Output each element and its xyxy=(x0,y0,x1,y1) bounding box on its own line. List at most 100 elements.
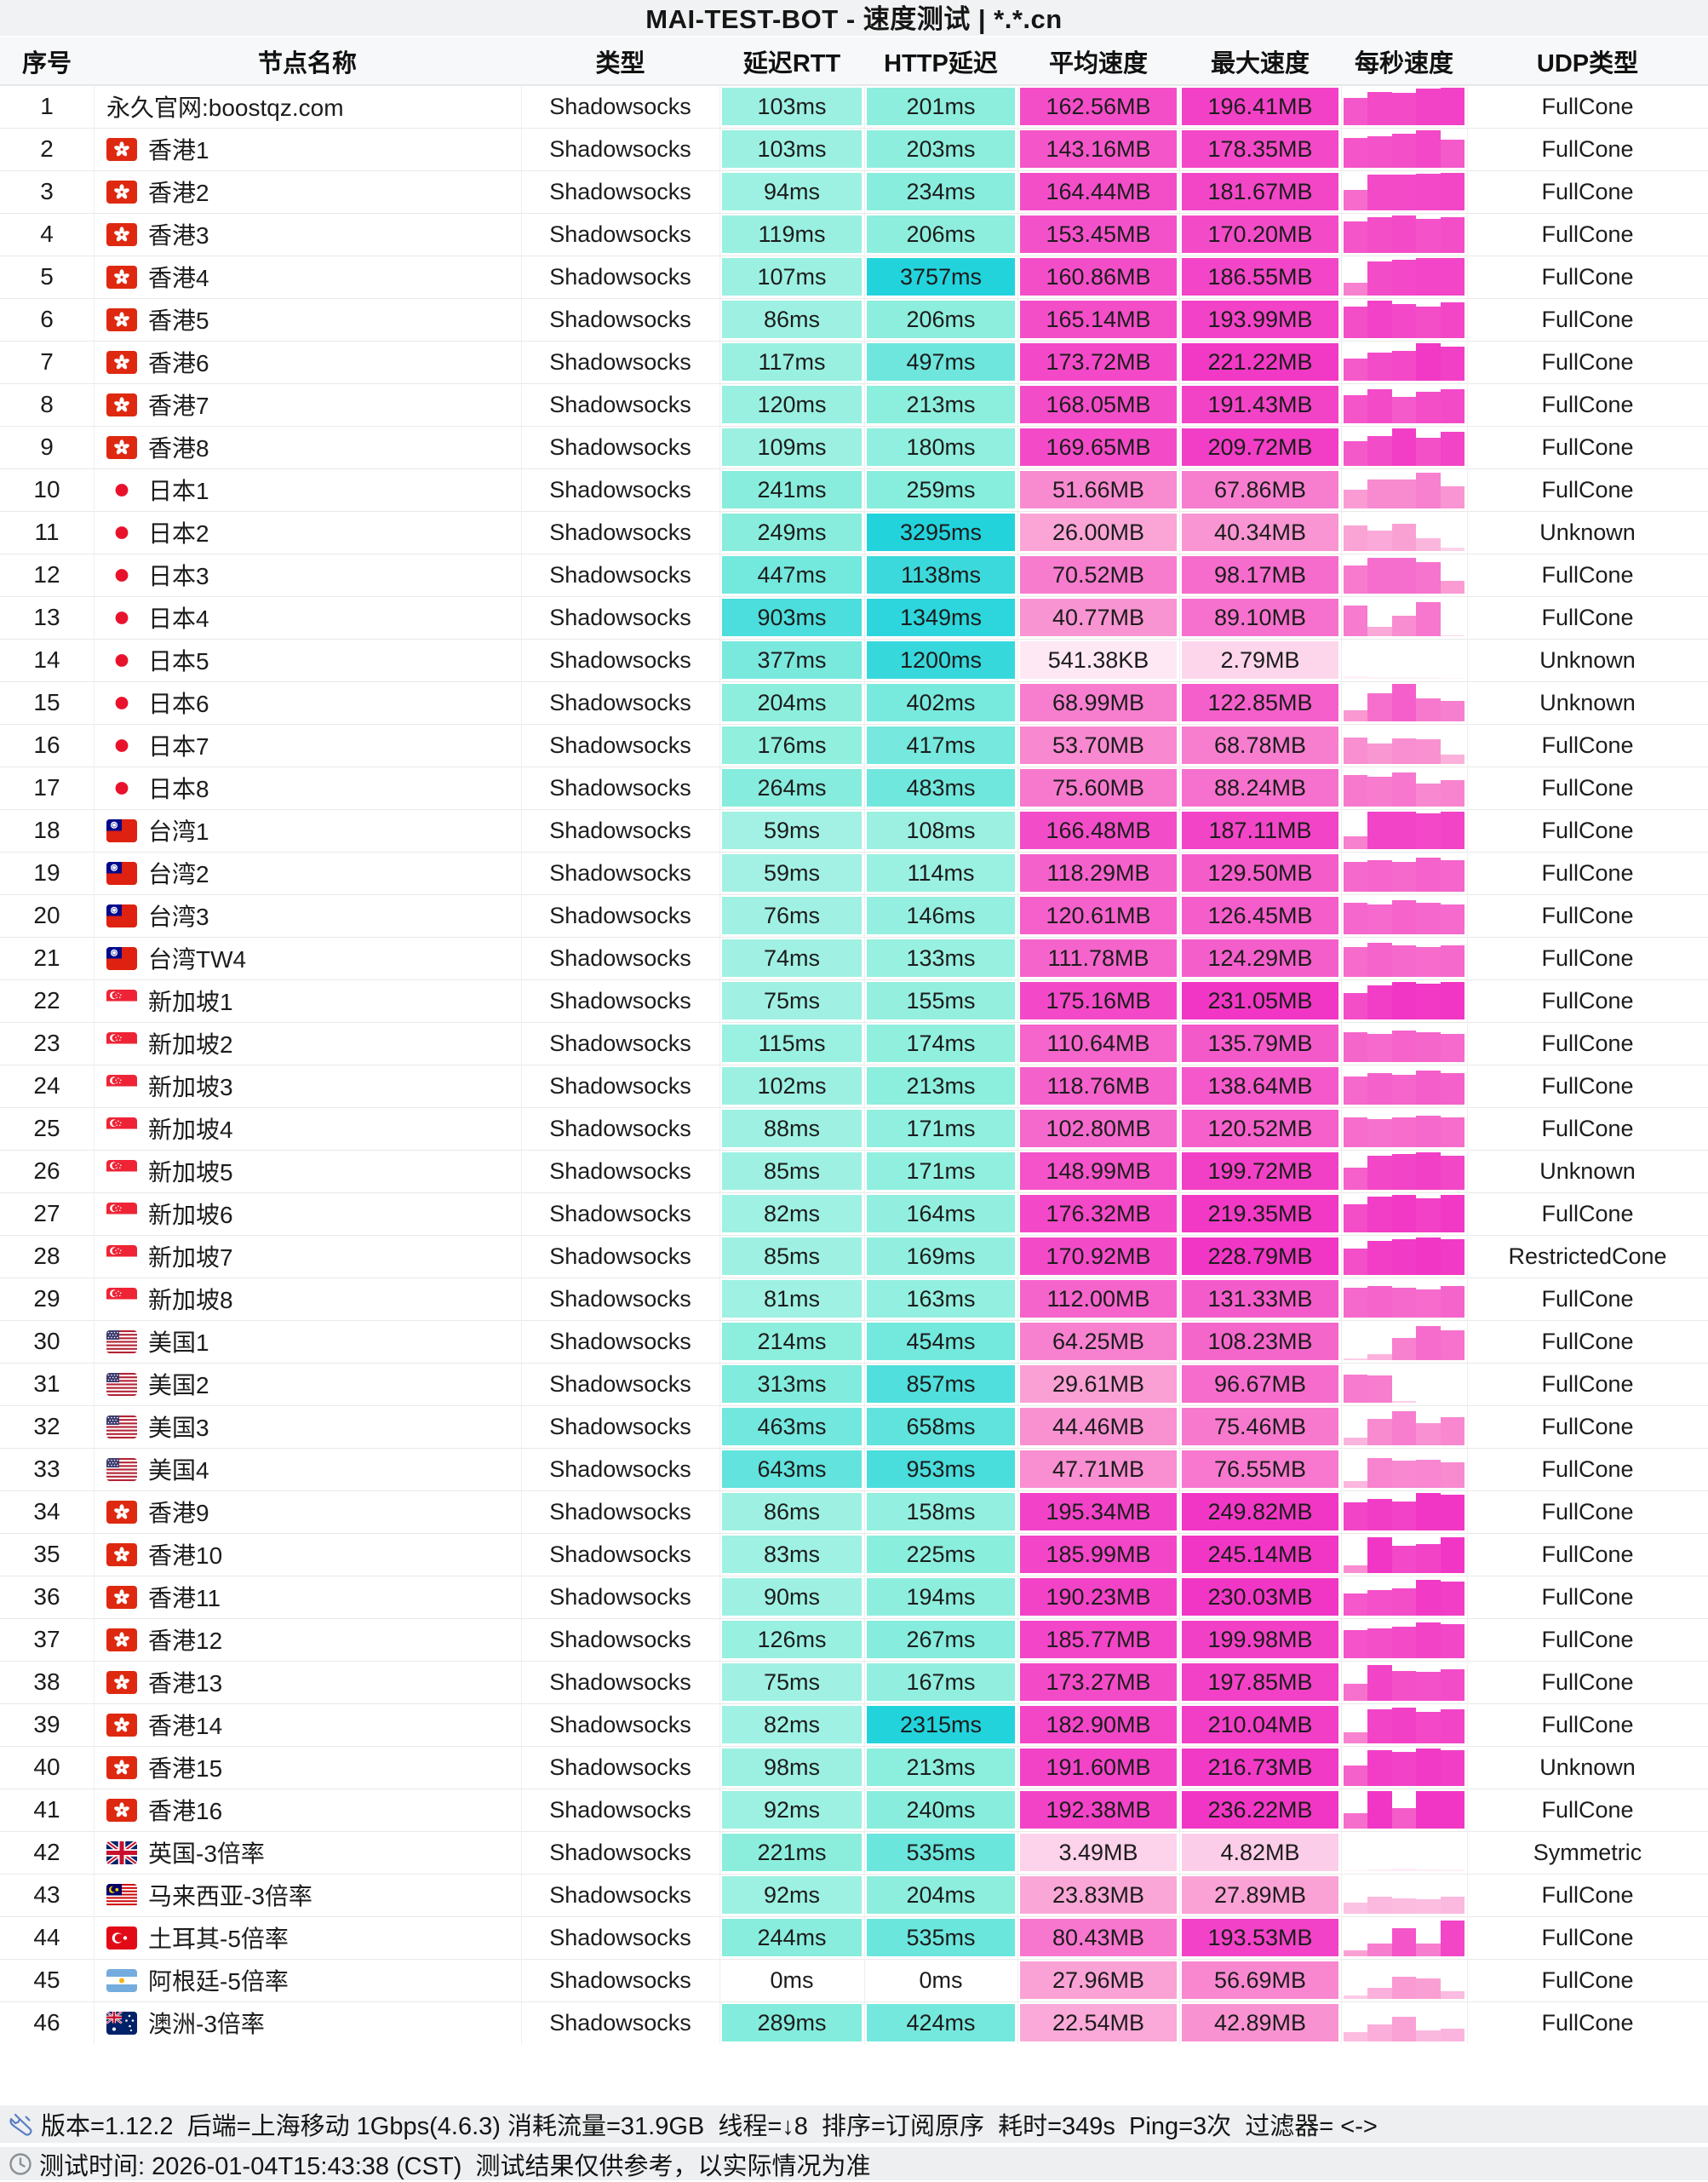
cell-type: Shadowsocks xyxy=(521,1107,719,1150)
cell-rtt: 643ms xyxy=(719,1448,864,1490)
cell-node-name: 香港10 xyxy=(94,1533,521,1576)
speed-bar xyxy=(1367,1072,1392,1105)
per-second-speed-chart xyxy=(1344,1025,1465,1062)
cell-node-name: 美国4 xyxy=(94,1448,521,1490)
cell-speed-per-second xyxy=(1341,1874,1467,1916)
flag-jp-icon xyxy=(106,776,137,800)
cell-rtt: 264ms xyxy=(719,767,864,809)
cell-avg-speed: 118.76MB xyxy=(1017,1065,1179,1107)
cell-max-speed: 199.72MB xyxy=(1179,1150,1341,1192)
cell-rtt: 90ms xyxy=(719,1576,864,1618)
cell-http-delay: 417ms xyxy=(864,724,1017,767)
speed-bar xyxy=(1440,432,1465,466)
speed-bar xyxy=(1367,1375,1392,1403)
cell-rtt: 119ms xyxy=(719,213,864,256)
cell-node-name: 香港8 xyxy=(94,426,521,468)
speed-bar xyxy=(1416,698,1441,721)
per-second-speed-chart xyxy=(1344,599,1465,636)
cell-index: 38 xyxy=(33,1668,60,1695)
cell-type: Shadowsocks xyxy=(521,1874,719,1916)
speed-bar xyxy=(1440,1417,1465,1445)
cell-avg-speed: 111.78MB xyxy=(1017,937,1179,979)
per-second-speed-chart xyxy=(1344,939,1465,977)
cell-node-name: 日本5 xyxy=(94,639,521,681)
speed-bar xyxy=(1391,982,1417,1019)
cell-index: 35 xyxy=(33,1541,60,1567)
cell-udp-type: FullCone xyxy=(1467,128,1708,170)
cell-rtt: 81ms xyxy=(719,1278,864,1320)
cell-avg-speed: 176.32MB xyxy=(1017,1192,1179,1235)
speed-bar xyxy=(1440,548,1465,551)
speed-bar xyxy=(1391,1239,1417,1275)
speed-bar xyxy=(1344,605,1368,636)
cell-udp-type: FullCone xyxy=(1467,724,1708,767)
cell-rtt: 115ms xyxy=(719,1022,864,1065)
per-second-speed-chart xyxy=(1344,1152,1465,1190)
cell-udp-type: Unknown xyxy=(1467,681,1708,724)
speed-bar xyxy=(1416,1622,1441,1658)
cell-index: 44 xyxy=(33,1924,60,1950)
cell-rtt: 86ms xyxy=(719,1490,864,1533)
cell-node-name: 新加坡2 xyxy=(94,1022,521,1065)
table-row: 31 美国2 Shadowsocks 313ms 857ms 29.61MB 96.67MB… xyxy=(0,1363,1708,1405)
cell-node-name: 英国-3倍率 xyxy=(94,1831,521,1874)
cell-udp-type: FullCone xyxy=(1467,1576,1708,1618)
cell-index: 40 xyxy=(33,1754,60,1780)
flag-au-icon xyxy=(106,2011,137,2035)
speed-bar xyxy=(1367,743,1392,764)
cell-node-name: 香港7 xyxy=(94,383,521,426)
table-row: 14 日本5 Shadowsocks 377ms 1200ms 541.38KB 2.79M… xyxy=(0,639,1708,681)
table-row: 12 日本3 Shadowsocks 447ms 1138ms 70.52MB 98.17M… xyxy=(0,554,1708,596)
speed-bar xyxy=(1416,1031,1441,1062)
speed-bar xyxy=(1367,435,1392,466)
flag-us-icon xyxy=(106,1329,137,1353)
cell-http-delay: 171ms xyxy=(864,1150,1017,1192)
cell-index: 1 xyxy=(40,93,54,119)
per-second-speed-chart xyxy=(1344,1834,1465,1871)
flag-hk-icon xyxy=(106,265,137,289)
cell-index: 20 xyxy=(33,902,60,928)
cell-max-speed: 197.85MB xyxy=(1179,1661,1341,1703)
speed-bar xyxy=(1440,1285,1465,1318)
table-row: 39 香港14 Shadowsocks 82ms 2315ms 182.90MB 210.0… xyxy=(0,1703,1708,1746)
cell-rtt: 59ms xyxy=(719,809,864,852)
cell-node-name: 日本7 xyxy=(94,724,521,767)
cell-max-speed: 186.55MB xyxy=(1179,256,1341,298)
cell-speed-per-second xyxy=(1341,639,1467,681)
cell-max-speed: 219.35MB xyxy=(1179,1192,1341,1235)
speed-bar xyxy=(1367,1285,1392,1318)
cell-speed-per-second xyxy=(1341,979,1467,1022)
cell-udp-type: FullCone xyxy=(1467,85,1708,128)
per-second-speed-chart xyxy=(1344,1621,1465,1658)
speed-bar xyxy=(1367,1750,1392,1786)
cell-udp-type: FullCone xyxy=(1467,1959,1708,2001)
speed-bar xyxy=(1416,1791,1441,1829)
cell-speed-per-second xyxy=(1341,128,1467,170)
flag-us-icon xyxy=(106,1415,137,1438)
clock-icon xyxy=(9,2152,32,2176)
cell-index: 12 xyxy=(33,561,60,588)
flag-gb-icon xyxy=(106,1840,137,1864)
cell-speed-per-second xyxy=(1341,1107,1467,1150)
cell-node-name: 新加坡7 xyxy=(94,1235,521,1278)
speed-bar xyxy=(1344,1287,1368,1318)
cell-speed-per-second xyxy=(1341,298,1467,341)
cell-max-speed: 108.23MB xyxy=(1179,1320,1341,1363)
cell-node-name: 香港13 xyxy=(94,1661,521,1703)
cell-speed-per-second xyxy=(1341,1746,1467,1789)
speed-bar xyxy=(1416,1711,1441,1743)
cell-rtt: 289ms xyxy=(719,2001,864,2044)
cell-udp-type: FullCone xyxy=(1467,1363,1708,1405)
per-second-speed-chart xyxy=(1344,726,1465,764)
cell-type: Shadowsocks xyxy=(521,170,719,213)
cell-type: Shadowsocks xyxy=(521,1405,719,1448)
speed-bar xyxy=(1416,1943,1441,1956)
cell-index: 27 xyxy=(33,1200,60,1226)
cell-udp-type: FullCone xyxy=(1467,1703,1708,1746)
speed-bar xyxy=(1440,173,1465,210)
speed-bar xyxy=(1440,1537,1465,1573)
speed-bar xyxy=(1367,677,1392,679)
cell-type: Shadowsocks xyxy=(521,1235,719,1278)
cell-index: 9 xyxy=(40,434,54,460)
flag-sg-icon xyxy=(106,1287,137,1311)
